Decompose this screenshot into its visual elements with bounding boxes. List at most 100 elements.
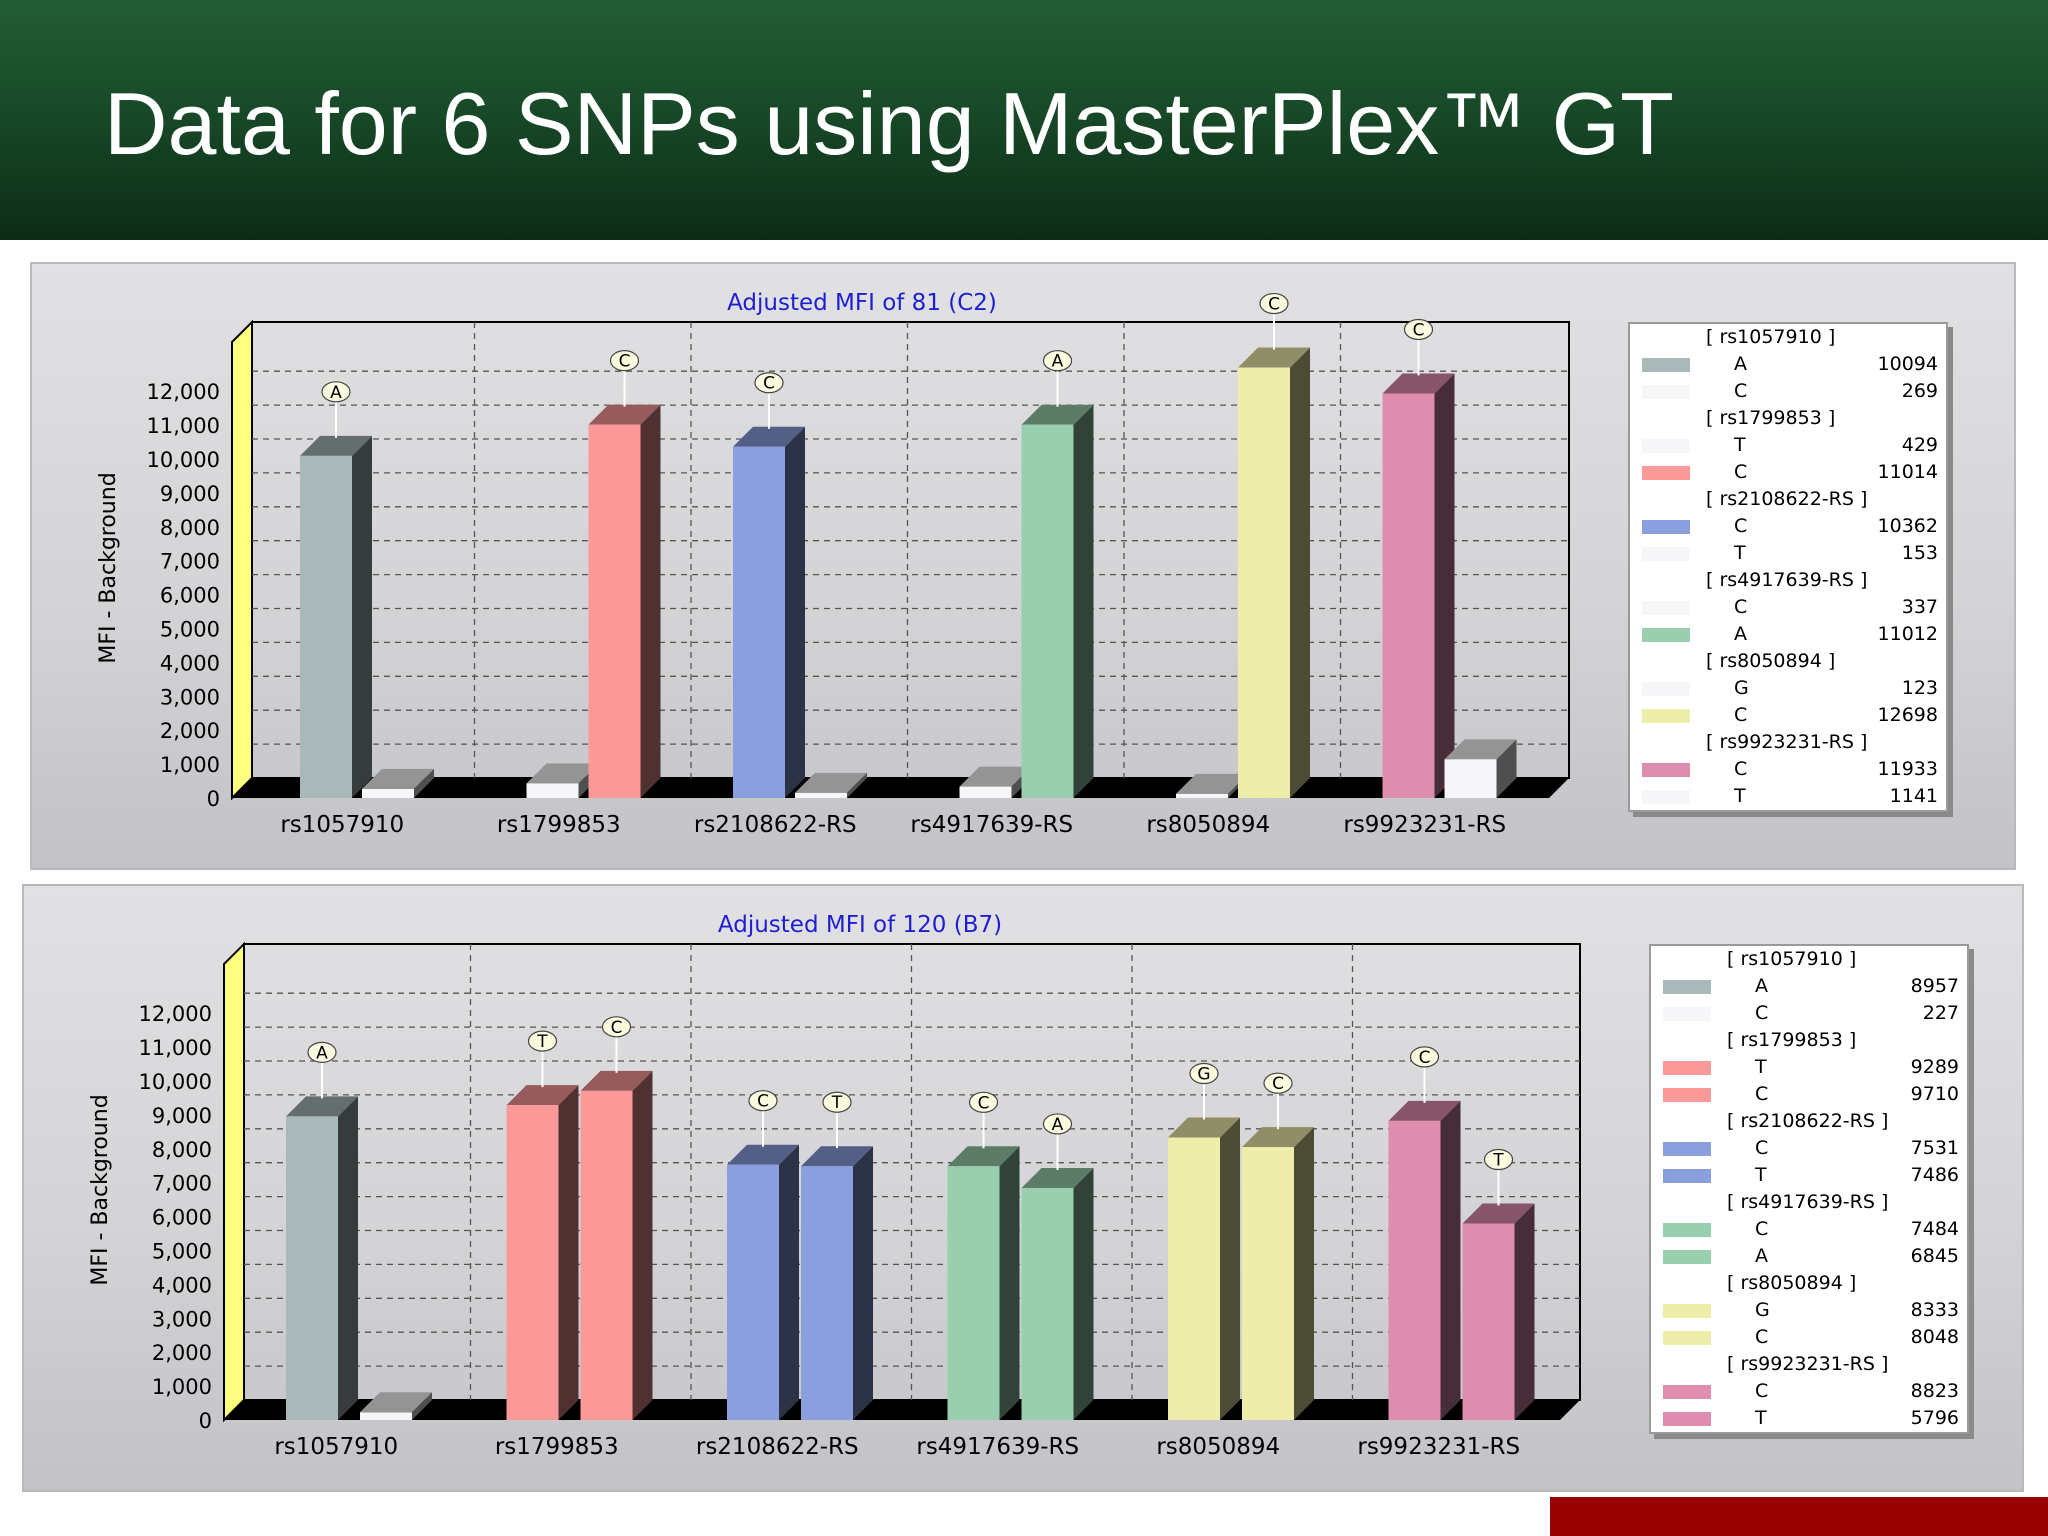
- legend-group-header: [ rs8050894 ]: [1706, 650, 1836, 672]
- bar-side: [1294, 1127, 1314, 1420]
- legend-value: 7484: [1910, 1218, 1959, 1240]
- legend-value: 8957: [1910, 975, 1959, 997]
- plot-back-wall: [251, 321, 1570, 779]
- legend-swatch: [1663, 1061, 1711, 1075]
- bar-front: [588, 424, 641, 798]
- bar-top: [733, 426, 805, 447]
- bar-rs1057910-A: [286, 1096, 358, 1420]
- legend-swatch: [1663, 980, 1711, 994]
- bar-front: [1382, 393, 1435, 798]
- legend-allele: C: [1734, 461, 1748, 483]
- allele-call-label: T: [831, 1093, 843, 1113]
- bar-top: [1242, 1127, 1314, 1148]
- legend-value: 8048: [1910, 1326, 1959, 1348]
- x-category-label: rs1057910: [280, 812, 404, 838]
- legend-swatch: [1663, 1007, 1711, 1021]
- legend-value: 429: [1901, 434, 1938, 456]
- bar-front: [1444, 759, 1497, 798]
- bar-top: [362, 768, 434, 789]
- allele-call-marker: [1189, 1062, 1219, 1085]
- bar-rs1799853-C: [580, 1070, 653, 1420]
- chart-panel-b7: 0 1,000 2,000 3,000 4,000 5,000 6,000 7,000 8,00…: [22, 884, 2024, 1492]
- x-category-label: rs1799853: [495, 1434, 619, 1460]
- legend-group-header: [ rs2108622-RS ]: [1727, 1110, 1889, 1132]
- legend-entry: C 337: [1630, 594, 1946, 621]
- legend-allele: G: [1755, 1299, 1770, 1321]
- allele-call-marker: [1042, 1113, 1073, 1135]
- legend-entry: C 269: [1630, 378, 1946, 405]
- bar-top: [588, 404, 661, 425]
- bar-side: [632, 1070, 653, 1420]
- legend-value: 6845: [1910, 1245, 1959, 1267]
- legend-swatch: [1663, 1331, 1711, 1345]
- legend-value: 10094: [1877, 353, 1938, 375]
- title-banner: Data for 6 SNPs using MasterPlex™ GT: [0, 0, 2048, 240]
- bar-front: [1388, 1120, 1441, 1420]
- y-tick-label: 4,000: [160, 651, 220, 675]
- legend-swatch: [1642, 628, 1690, 642]
- allele-call-label: T: [536, 1032, 548, 1052]
- bar-rs9923231-RS-T: [1462, 1203, 1535, 1420]
- legend-allele: C: [1734, 380, 1748, 402]
- legend-allele: T: [1755, 1056, 1767, 1078]
- legend-value: 8333: [1910, 1299, 1959, 1321]
- bar-rs8050894-C: [1242, 1127, 1314, 1420]
- allele-call-label: C: [757, 1092, 769, 1112]
- y-tick-label: 1,000: [152, 1375, 212, 1399]
- bar-rs9923231-RS-C: [1382, 373, 1455, 798]
- bar-rs1057910-C: [360, 1392, 432, 1420]
- legend-entry: G 123: [1630, 675, 1946, 702]
- legend-swatch: [1663, 1304, 1711, 1318]
- legend-entry: G 8333: [1651, 1297, 1967, 1324]
- bar-side: [1496, 739, 1517, 798]
- allele-call-label: C: [619, 352, 631, 372]
- legend-swatch: [1642, 709, 1690, 723]
- allele-call-label: C: [978, 1093, 990, 1113]
- bar-side: [1220, 1117, 1240, 1420]
- allele-call-label: C: [1268, 295, 1280, 315]
- y-axis-label: MFI - Background: [88, 1094, 113, 1285]
- y-tick-label: 6,000: [152, 1206, 212, 1230]
- y-tick-label: 9,000: [160, 482, 220, 506]
- plot-side-wall: [223, 941, 245, 1423]
- allele-call-label: A: [1052, 352, 1064, 372]
- y-tick-label: 12,000: [139, 1002, 212, 1026]
- y-tick-label: 9,000: [152, 1104, 212, 1128]
- bar-front: [286, 1116, 338, 1420]
- y-tick-label: 3,000: [152, 1307, 212, 1331]
- bar-rs4917639-RS-C: [947, 1146, 1020, 1420]
- allele-call-marker: [1263, 1072, 1293, 1094]
- allele-call-marker: [968, 1091, 999, 1113]
- bar-side: [779, 1144, 799, 1420]
- legend-swatch: [1663, 1223, 1711, 1237]
- chart-title: Adjusted MFI of 81 (C2): [727, 290, 997, 316]
- x-category-label: rs1799853: [497, 812, 621, 838]
- legend-entry: C 9710: [1651, 1081, 1967, 1108]
- bar-top: [286, 1096, 358, 1117]
- bar-side: [640, 404, 661, 798]
- legend-entry: T 7486: [1651, 1162, 1967, 1189]
- bar-front: [1242, 1147, 1294, 1420]
- legend-entry: T 9289: [1651, 1054, 1967, 1081]
- y-tick-label: 7,000: [160, 550, 220, 574]
- y-axis-label: MFI - Background: [96, 472, 121, 663]
- slide-title: Data for 6 SNPs using MasterPlex™ GT: [104, 74, 1674, 173]
- bar-top: [506, 1085, 579, 1106]
- legend-entry: T 5796: [1651, 1405, 1967, 1432]
- y-tick-label: 7,000: [152, 1172, 212, 1196]
- x-category-label: rs4917639-RS: [916, 1434, 1079, 1460]
- legend-allele: T: [1734, 542, 1746, 564]
- y-tick-label: 4,000: [152, 1273, 212, 1297]
- bar-front: [959, 786, 1012, 798]
- y-tick-label: 10,000: [147, 448, 220, 472]
- bar-rs8050894-G: [1168, 1117, 1240, 1420]
- bar-side: [412, 1392, 432, 1420]
- legend-swatch: [1642, 358, 1690, 372]
- plot-floor: [232, 778, 1569, 798]
- legend-entry: C 10362: [1630, 513, 1946, 540]
- y-tick-label: 0: [207, 787, 220, 811]
- y-tick-label: 1,000: [160, 753, 220, 777]
- bar-side: [785, 426, 805, 798]
- legend-entry: C 8823: [1651, 1378, 1967, 1405]
- bar-side: [1073, 1167, 1094, 1420]
